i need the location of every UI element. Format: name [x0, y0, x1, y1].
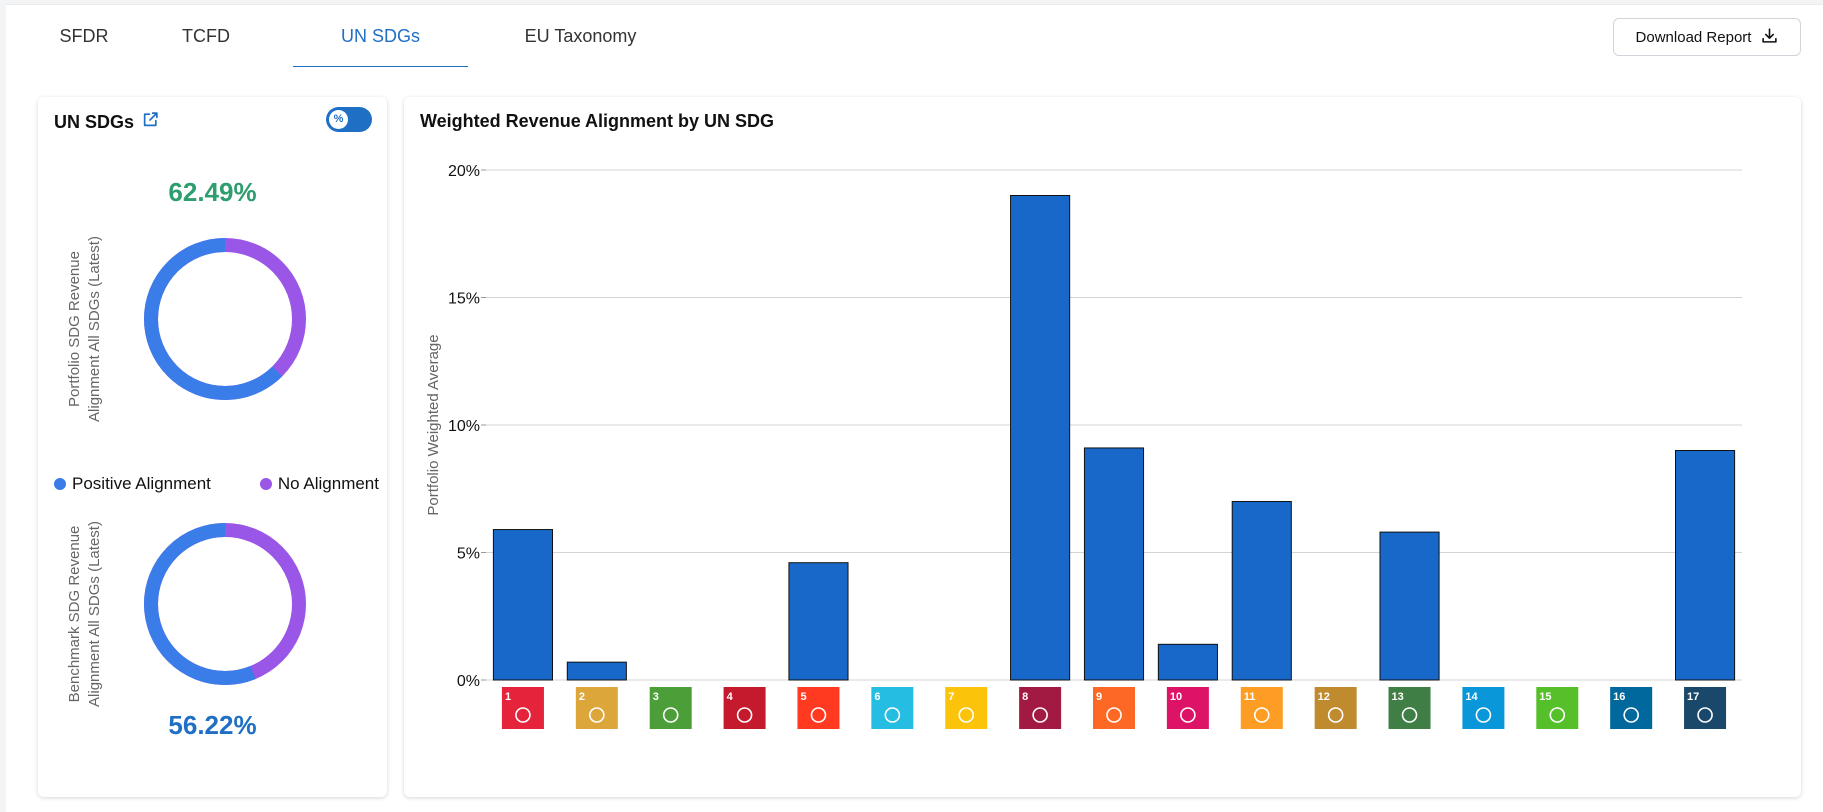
sdg-bar-chart-card: Weighted Revenue Alignment by UN SDG 0% 5… — [404, 97, 1801, 797]
external-link-icon[interactable] — [142, 111, 159, 133]
portfolio-alignment-value: 62.49% — [168, 177, 257, 207]
sdg-pictogram — [810, 707, 827, 723]
sdg-2-icon: 2 — [575, 687, 618, 729]
sdg-number-label: 11 — [1244, 691, 1256, 703]
legend-item-positive: Positive Alignment — [54, 474, 211, 494]
sdg-number-label: 14 — [1465, 691, 1478, 703]
sdg-10-icon: 10 — [1166, 687, 1209, 729]
sdg-pictogram — [736, 707, 753, 723]
sdg-number-label: 10 — [1170, 691, 1182, 703]
tab-tcfd[interactable]: TCFD — [182, 26, 230, 46]
sdg-11-icon: 11 — [1240, 687, 1283, 729]
benchmark-alignment-label: Benchmark SDG Revenue Alignment All SDGs… — [66, 521, 103, 707]
sdg-6-icon: 6 — [871, 687, 914, 729]
sdg-number-label: 4 — [727, 691, 734, 703]
donut-legend: Positive Alignment No Alignment — [54, 474, 379, 494]
sdg-pictogram — [1327, 707, 1344, 723]
sdg-7-icon: 7 — [945, 687, 988, 729]
sdg-16-icon: 16 — [1610, 687, 1653, 729]
sdg-number-label: 16 — [1613, 691, 1625, 703]
sdg-number-label: 12 — [1318, 691, 1330, 703]
sdg-3-icon: 3 — [649, 687, 692, 729]
sdg-5-icon: 5 — [797, 687, 840, 729]
top-tab-bar: SFDR TCFD UN SDGs EU Taxonomy Download R… — [6, 4, 1823, 68]
sdg-number-label: 2 — [579, 691, 585, 703]
bar-sdg-5[interactable] — [788, 562, 849, 681]
benchmark-positive-alignment-arc — [144, 523, 306, 685]
percent-toggle[interactable]: % — [326, 107, 372, 132]
tab-un-sdgs[interactable]: UN SDGs — [293, 5, 468, 68]
bar-sdg-11[interactable] — [1231, 501, 1292, 681]
sdg-17-icon: 17 — [1684, 687, 1727, 729]
tab-sfdr[interactable]: SFDR — [59, 26, 109, 46]
legend-label-no-alignment: No Alignment — [277, 474, 379, 493]
sdg-13-icon: 13 — [1388, 687, 1431, 729]
legend-dot-no-alignment — [259, 478, 272, 490]
sdg-8-icon: 8 — [1019, 687, 1062, 729]
card-title: UN SDGs — [54, 111, 159, 133]
sdg-number-label: 9 — [1096, 691, 1102, 703]
bar-sdg-17[interactable] — [1675, 450, 1736, 681]
sdg-number-label: 1 — [505, 691, 511, 703]
benchmark-donut-chart — [144, 523, 306, 685]
portfolio-donut-chart — [144, 238, 306, 400]
download-report-button[interactable]: Download Report — [1613, 18, 1801, 56]
y-axis-label: Portfolio Weighted Average — [425, 334, 442, 515]
sdg-pictogram — [1032, 707, 1048, 723]
y-tick-label: 20% — [448, 163, 480, 180]
bar-sdg-10[interactable] — [1157, 643, 1218, 681]
sdg-number-label: 13 — [1392, 691, 1404, 703]
bar-sdg-8[interactable] — [1010, 195, 1071, 681]
sdg-pictogram — [958, 707, 975, 723]
y-tick-label: 0% — [457, 673, 480, 690]
legend-dot-positive — [54, 478, 66, 490]
toggle-knob: % — [329, 110, 348, 129]
sdg-pictogram — [1697, 707, 1713, 723]
bar-sdg-2[interactable] — [566, 661, 627, 681]
sdg-number-label: 6 — [874, 691, 880, 703]
sdg-number-label: 5 — [800, 691, 806, 703]
sdg-pictogram — [884, 707, 901, 723]
sdg-number-label: 7 — [948, 691, 954, 703]
sdg-pictogram — [515, 707, 531, 723]
sdg-4-icon: 4 — [723, 687, 766, 729]
sdg-summary-card: UN SDGs % 62.49% Portfolio SDG Revenue A… — [38, 97, 387, 797]
sdg-pictogram — [1106, 707, 1122, 723]
sdg-14-icon: 14 — [1462, 687, 1505, 729]
download-icon — [1761, 27, 1778, 48]
sdg-number-label: 3 — [653, 691, 659, 703]
y-tick-label: 5% — [457, 546, 480, 563]
bar-sdg-13[interactable] — [1379, 531, 1440, 681]
sdg-number-label: 15 — [1539, 691, 1551, 703]
sdg-pictogram — [1401, 707, 1418, 723]
benchmark-alignment-value: 56.22% — [168, 710, 257, 740]
sdg-pictogram — [1253, 707, 1270, 723]
sdg-pictogram — [1623, 707, 1639, 723]
legend-item-no-alignment: No Alignment — [259, 474, 379, 494]
tab-eu-taxonomy[interactable]: EU Taxonomy — [524, 26, 637, 46]
card-title-text: UN SDGs — [54, 111, 135, 132]
download-report-label: Download Report — [1635, 28, 1752, 46]
chart-title: Weighted Revenue Alignment by UN SDG — [420, 111, 775, 131]
y-tick-label: 10% — [448, 418, 480, 435]
portfolio-alignment-label: Portfolio SDG Revenue Alignment All SDGs… — [66, 236, 103, 422]
sdg-pictogram — [589, 707, 605, 723]
sdg-1-icon: 1 — [501, 687, 544, 729]
sdg-pictogram — [1180, 707, 1196, 723]
portfolio-positive-alignment-arc — [144, 238, 306, 400]
sdg-number-label: 17 — [1687, 691, 1699, 703]
sdg-number-label: 8 — [1022, 691, 1028, 703]
legend-label-positive: Positive Alignment — [72, 474, 211, 493]
sdg-15-icon: 15 — [1536, 687, 1579, 729]
sdg-9-icon: 9 — [1093, 687, 1135, 729]
sdg-bar-chart: 0% 5% 10% 15% 20% Portfolio Weighted Average 1… — [425, 163, 1742, 729]
sdg-pictogram — [1549, 707, 1566, 723]
bar-sdg-9[interactable] — [1083, 447, 1145, 681]
y-tick-label: 15% — [448, 291, 480, 308]
sdg-pictogram — [1475, 707, 1492, 723]
sdg-pictogram — [662, 707, 679, 723]
sdg-12-icon: 12 — [1314, 687, 1357, 729]
bar-sdg-1[interactable] — [492, 529, 553, 681]
